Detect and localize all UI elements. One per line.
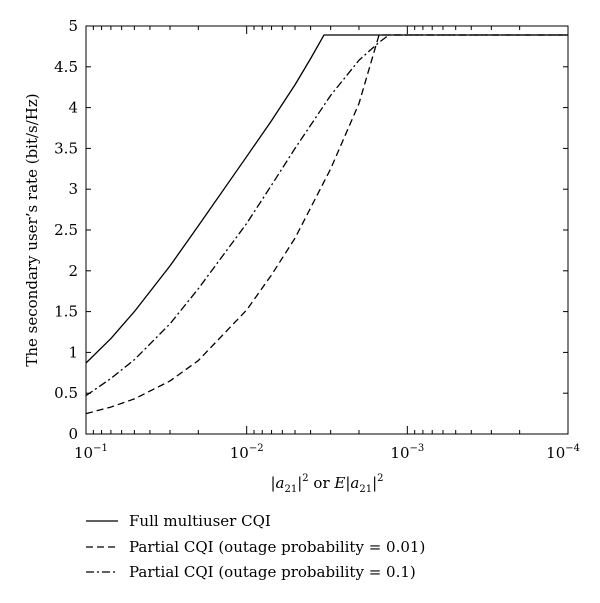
x-tick-label: 10−4 (546, 443, 580, 462)
y-tick-label: 4.5 (54, 58, 78, 76)
y-tick-label: 2 (68, 262, 78, 280)
x-tick-label: 10−2 (230, 443, 264, 462)
y-axis-label: The secondary user’s rate (bit/s/Hz) (23, 93, 41, 366)
y-tick-label: 3 (68, 180, 78, 198)
y-tick-label: 4 (68, 99, 78, 117)
y-tick-label: 3.5 (54, 139, 78, 157)
y-tick-label: 0.5 (54, 384, 78, 402)
plot-frame (85, 25, 569, 435)
series-line-dashed (85, 34, 568, 415)
y-tick-label: 1 (68, 343, 78, 361)
y-tick-label: 2.5 (54, 221, 78, 239)
series-lines (85, 34, 568, 415)
legend: Full multiuser CQI Partial CQI (outage pr… (86, 512, 425, 581)
legend-label: Partial CQI (outage probability = 0.1) (129, 563, 416, 581)
y-tick-label: 1.5 (54, 303, 78, 321)
legend-label: Partial CQI (outage probability = 0.01) (129, 538, 425, 556)
x-tick-label: 10−1 (74, 443, 108, 462)
y-tick-label: 5 (68, 17, 78, 35)
x-axis-label: |a21|2 or E|a21|2 (270, 473, 383, 495)
x-tick-label: 10−3 (390, 443, 424, 462)
y-tick-label: 0 (68, 425, 78, 443)
ticks: 0 0.5 1 1.5 2 2.5 3 3.5 4 4.5 5 10−1 10−2 10−3 10−4 (54, 17, 580, 462)
legend-label: Full multiuser CQI (129, 512, 271, 530)
series-line-dashdot (85, 34, 568, 397)
series-line-solid (85, 34, 568, 364)
